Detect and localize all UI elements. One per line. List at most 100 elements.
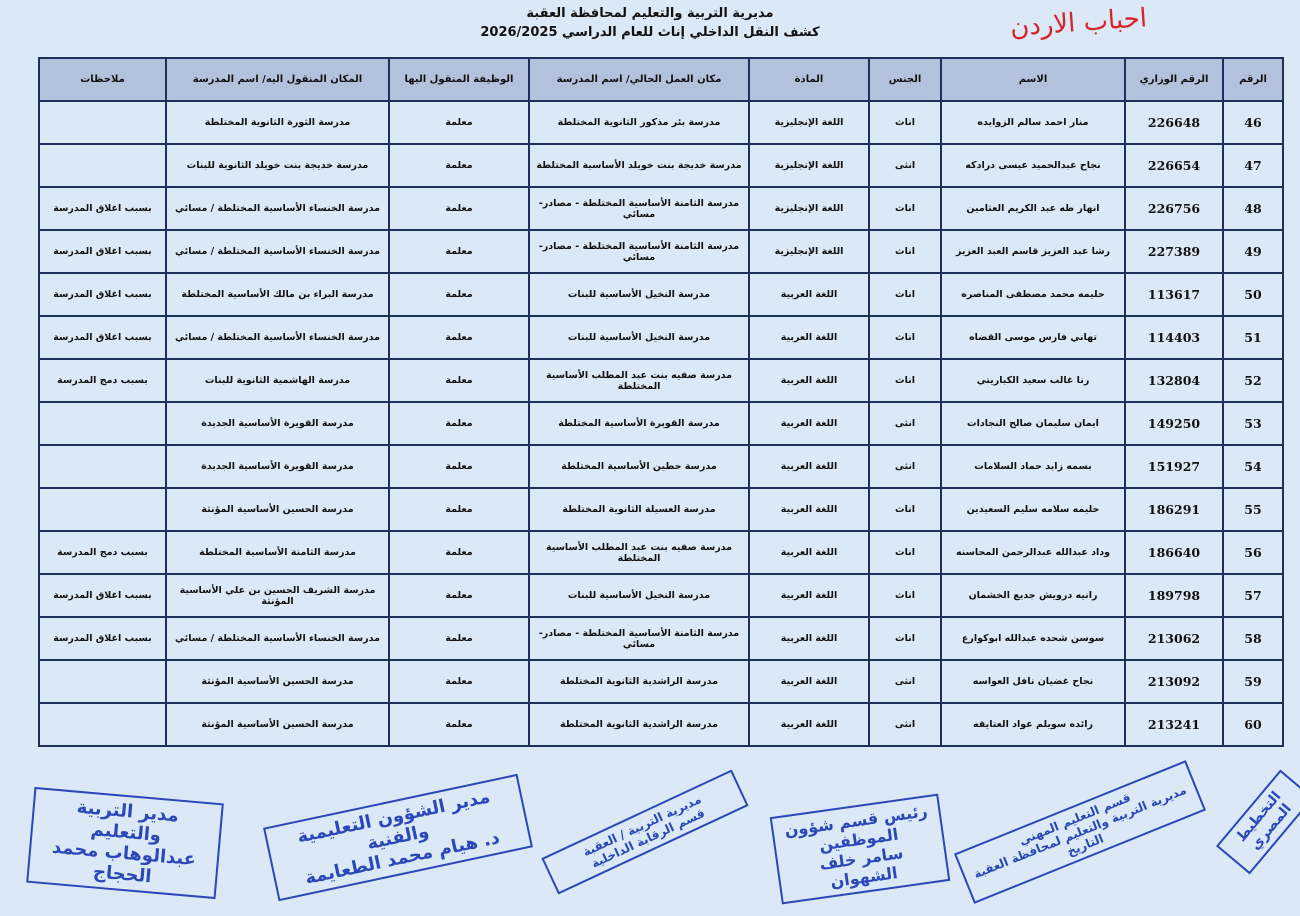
cell-subject: اللغة الإنجليزية xyxy=(748,100,870,145)
cell-destination-school: مدرسة الحسين الأساسية المؤنثة xyxy=(165,487,390,532)
cell-destination-school: مدرسة الخنساء الأساسية المختلطة / مسائي xyxy=(165,315,390,360)
cell-destination-school: مدرسة الخنساء الأساسية المختلطة / مسائي xyxy=(165,186,390,231)
cell-destination-school: مدرسة البراء بن مالك الأساسية المختلطة xyxy=(165,272,390,317)
cell-subject: اللغة العربية xyxy=(748,444,870,489)
cell-subject: اللغة العربية xyxy=(748,401,870,446)
cell-subject: اللغة الإنجليزية xyxy=(748,143,870,188)
cell-destination-school: مدرسة الثورة الثانوية المختلطة xyxy=(165,100,390,145)
stamp-planning: التخطيط المصري xyxy=(1216,769,1300,875)
cell-current-school: مدرسة صفيه بنت عبد المطلب الأساسية المخت… xyxy=(528,358,750,403)
cell-ministry-id: 189798 xyxy=(1124,573,1224,618)
cell-subject: اللغة العربية xyxy=(748,530,870,575)
cell-ministry-id: 149250 xyxy=(1124,401,1224,446)
cell-new-job: معلمة xyxy=(388,702,530,747)
cell-new-job: معلمة xyxy=(388,487,530,532)
cell-gender: اناث xyxy=(868,272,942,317)
cell-subject: اللغة العربية xyxy=(748,616,870,661)
column-header-destination-school: المكان المنقول اليه/ اسم المدرسة xyxy=(165,57,390,102)
cell-name: منار احمد سالم الزوايده xyxy=(940,100,1126,145)
cell-ministry-id: 226648 xyxy=(1124,100,1224,145)
cell-row-number: 57 xyxy=(1222,573,1284,618)
cell-name: وداد عبدالله عبدالرحمن المحاسنه xyxy=(940,530,1126,575)
cell-row-number: 49 xyxy=(1222,229,1284,274)
cell-notes: بسبب اغلاق المدرسة xyxy=(38,272,167,317)
transfer-table: الرقم الرقم الوزاري الاسم الجنس المادة مكان ا… xyxy=(38,57,1284,747)
cell-notes: بسبب اغلاق المدرسة xyxy=(38,573,167,618)
cell-subject: اللغة العربية xyxy=(748,573,870,618)
cell-current-school: مدرسة صفيه بنت عبد المطلب الأساسية المخت… xyxy=(528,530,750,575)
cell-ministry-id: 213241 xyxy=(1124,702,1224,747)
cell-destination-school: مدرسة الخنساء الأساسية المختلطة / مسائي xyxy=(165,229,390,274)
cell-name: رنا غالب سعيد الكباريتي xyxy=(940,358,1126,403)
cell-name: حليمه سلامه سليم السعيدين xyxy=(940,487,1126,532)
cell-subject: اللغة الإنجليزية xyxy=(748,229,870,274)
cell-row-number: 60 xyxy=(1222,702,1284,747)
column-header-gender: الجنس xyxy=(868,57,942,102)
cell-ministry-id: 226756 xyxy=(1124,186,1224,231)
cell-new-job: معلمة xyxy=(388,272,530,317)
cell-current-school: مدرسة النخيل الأساسية للبنات xyxy=(528,573,750,618)
table-row: 54 151927 بسمه زايد حماد السلامات انثى اللغة… xyxy=(38,444,1284,489)
stamp-internal-audit: مديرية التربية / العقبة قسم الرقابة الداخ… xyxy=(541,769,749,895)
cell-new-job: معلمة xyxy=(388,358,530,403)
table-row: 57 189798 رانيه درويش جديع الخشمان اناث اللغ… xyxy=(38,573,1284,618)
cell-gender: انثى xyxy=(868,444,942,489)
cell-notes xyxy=(38,487,167,532)
cell-subject: اللغة العربية xyxy=(748,702,870,747)
cell-name: رائده سويلم عواد العتايقه xyxy=(940,702,1126,747)
stamp-director: مدير التربية والتعليم عبدالوهاب محمد الحج… xyxy=(26,786,224,900)
cell-name: حليمه محمد مصطفى المناصره xyxy=(940,272,1126,317)
cell-new-job: معلمة xyxy=(388,401,530,446)
table-row: 49 227389 رشا عبد العزيز قاسم العبد العزيز… xyxy=(38,229,1284,274)
cell-ministry-id: 226654 xyxy=(1124,143,1224,188)
table-row: 59 213092 نجاح غضيان نافل العواسه انثى اللغة… xyxy=(38,659,1284,704)
cell-new-job: معلمة xyxy=(388,186,530,231)
cell-ministry-id: 132804 xyxy=(1124,358,1224,403)
cell-name: نجاح عبدالحميد عيسى درادكه xyxy=(940,143,1126,188)
cell-destination-school: مدرسة الهاشمية الثانوية للبنات xyxy=(165,358,390,403)
cell-row-number: 47 xyxy=(1222,143,1284,188)
cell-notes: بسبب اغلاق المدرسة xyxy=(38,229,167,274)
table-row: 48 226756 انهار طه عبد الكريم العثامين اناث… xyxy=(38,186,1284,231)
cell-row-number: 52 xyxy=(1222,358,1284,403)
cell-current-school: مدرسة الثامنة الأساسية المختلطة - مصادر-… xyxy=(528,229,750,274)
cell-gender: انثى xyxy=(868,143,942,188)
cell-destination-school: مدرسة القويرة الأساسية الجديدة xyxy=(165,401,390,446)
cell-destination-school: مدرسة الشريف الحسين بن علي الأساسية المؤ… xyxy=(165,573,390,618)
cell-current-school: مدرسة الراشدية الثانوية المختلطة xyxy=(528,702,750,747)
cell-current-school: مدرسة النخيل الأساسية للبنات xyxy=(528,272,750,317)
cell-name: انهار طه عبد الكريم العثامين xyxy=(940,186,1126,231)
cell-gender: اناث xyxy=(868,573,942,618)
cell-notes xyxy=(38,659,167,704)
column-header-notes: ملاحظات xyxy=(38,57,167,102)
column-header-ministry-id: الرقم الوزاري xyxy=(1124,57,1224,102)
cell-row-number: 46 xyxy=(1222,100,1284,145)
stamp-vocational: قسم التعليم المهني مديرية التربية والتعلي… xyxy=(953,760,1207,904)
cell-gender: اناث xyxy=(868,530,942,575)
cell-notes: بسبب اغلاق المدرسة xyxy=(38,315,167,360)
cell-notes: بسبب اغلاق المدرسة xyxy=(38,616,167,661)
table-row: 47 226654 نجاح عبدالحميد عيسى درادكه انثى ال… xyxy=(38,143,1284,188)
cell-notes xyxy=(38,702,167,747)
cell-row-number: 55 xyxy=(1222,487,1284,532)
cell-name: سوسن شحده عبدالله ابوكوارع xyxy=(940,616,1126,661)
cell-new-job: معلمة xyxy=(388,100,530,145)
cell-current-school: مدرسة العسيلة الثانوية المختلطة xyxy=(528,487,750,532)
cell-subject: اللغة العربية xyxy=(748,358,870,403)
cell-subject: اللغة العربية xyxy=(748,272,870,317)
cell-current-school: مدرسة الراشدية الثانوية المختلطة xyxy=(528,659,750,704)
cell-destination-school: مدرسة الثامنة الأساسية المختلطة xyxy=(165,530,390,575)
table-row: 50 113617 حليمه محمد مصطفى المناصره اناث الل… xyxy=(38,272,1284,317)
cell-subject: اللغة العربية xyxy=(748,487,870,532)
cell-subject: اللغة العربية xyxy=(748,315,870,360)
column-header-name: الاسم xyxy=(940,57,1126,102)
cell-current-school: مدرسة القويرة الأساسية المختلطة xyxy=(528,401,750,446)
table-row: 46 226648 منار احمد سالم الزوايده اناث اللغة… xyxy=(38,100,1284,145)
column-header-subject: المادة xyxy=(748,57,870,102)
cell-gender: انثى xyxy=(868,659,942,704)
cell-ministry-id: 113617 xyxy=(1124,272,1224,317)
cell-row-number: 56 xyxy=(1222,530,1284,575)
cell-ministry-id: 151927 xyxy=(1124,444,1224,489)
cell-new-job: معلمة xyxy=(388,616,530,661)
cell-new-job: معلمة xyxy=(388,229,530,274)
